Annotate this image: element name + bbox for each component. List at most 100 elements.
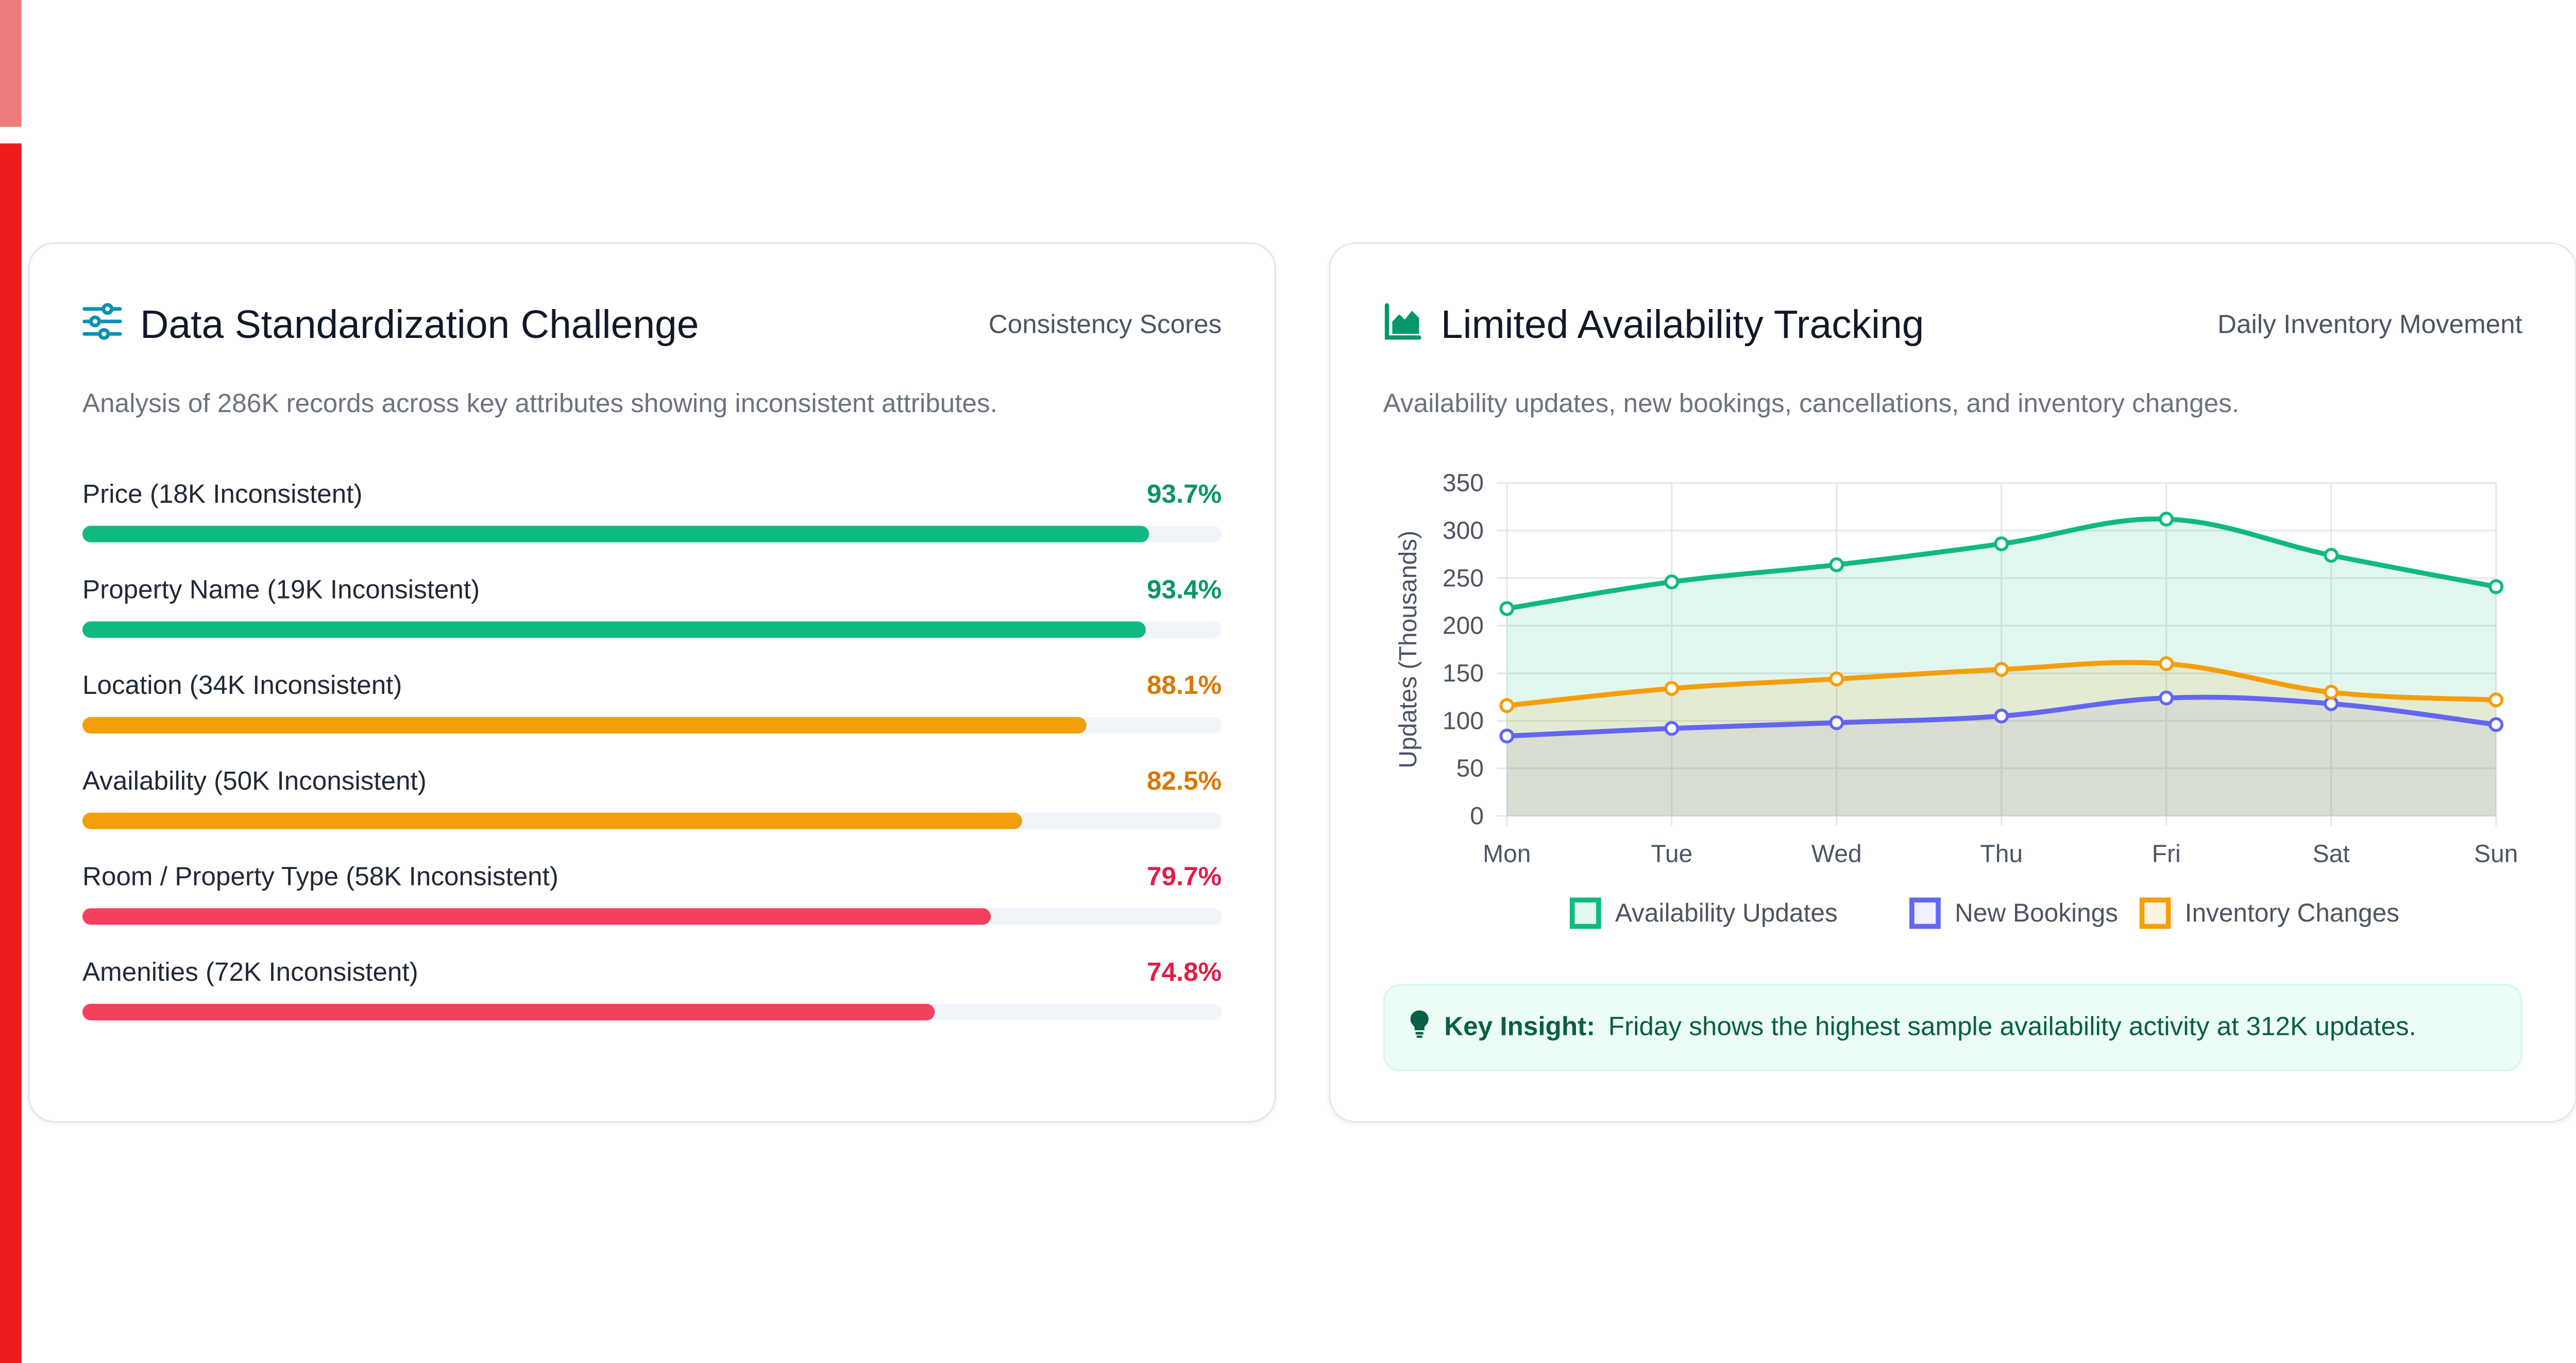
metric-label: Availability (50K Inconsistent) [82,768,427,796]
metric-label: Location (34K Inconsistent) [82,672,402,701]
accent-bar-top [0,0,22,127]
card-title-group: Limited Availability Tracking [1382,299,1924,354]
data-point [2488,692,2504,708]
y-tick-label: 350 [1443,470,1484,497]
y-tick-label: 50 [1456,755,1484,782]
metric-label: Price (18K Inconsistent) [82,481,363,509]
data-point [2324,548,2339,563]
data-point [1829,715,1844,730]
metric-label: Room / Property Type (58K Inconsistent) [82,863,558,892]
metric-label: Property Name (19K Inconsistent) [82,577,480,605]
metric-value: 79.7% [1147,863,1222,892]
metric-track [82,812,1222,829]
data-point [2159,512,2174,527]
metric-value: 93.4% [1147,577,1222,605]
legend-swatch [1569,897,1601,929]
card-meta: Daily Inventory Movement [2217,311,2522,340]
data-point [1664,574,1680,590]
legend-label: Availability Updates [1615,898,1838,927]
metric-track [82,525,1222,542]
data-point [1829,557,1844,572]
data-point [1994,708,2009,724]
metric-fill [82,525,1150,542]
metric-row: Room / Property Type (58K Inconsistent) 7… [82,860,1222,896]
metric-row: Location (34K Inconsistent) 88.1% [82,669,1222,705]
metric-track [82,717,1222,734]
metrics-list: Price (18K Inconsistent) 93.7% Property Na… [82,478,1222,1052]
card-subtitle: Availability updates, new bookings, canc… [1383,390,2240,419]
data-point [1829,671,1844,687]
metric-item: Price (18K Inconsistent) 93.7% [82,478,1222,574]
x-tick-label: Tue [1651,841,1692,868]
x-tick-label: Sun [2474,841,2518,868]
data-point [2159,690,2174,706]
data-point [1994,662,2009,677]
data-point [1664,681,1680,696]
legend-label: New Bookings [1955,898,2118,927]
data-point [2159,656,2174,671]
y-tick-label: 250 [1443,565,1484,592]
metric-row: Price (18K Inconsistent) 93.7% [82,478,1222,514]
card-title: Limited Availability Tracking [1440,303,1924,348]
y-tick-label: 0 [1470,803,1484,830]
data-point [2488,717,2504,732]
metric-value: 82.5% [1147,768,1222,796]
metric-fill [82,717,1087,734]
metric-item: Property Name (19K Inconsistent) 93.4% [82,574,1222,670]
data-point [1994,536,2009,552]
metric-fill [82,621,1147,638]
x-tick-label: Sat [2313,841,2350,868]
metric-label: Amenities (72K Inconsistent) [82,959,418,987]
metric-track [82,621,1222,638]
availability-card: Limited Availability Tracking Daily Inve… [1329,242,2576,1123]
metric-item: Amenities (72K Inconsistent) 74.8% [82,956,1222,1052]
insight-text: Friday shows the highest sample availabi… [1608,1013,2416,1041]
card-subtitle: Analysis of 286K records across key attr… [82,390,997,419]
metric-item: Location (34K Inconsistent) 88.1% [82,669,1222,765]
y-tick-label: 100 [1443,707,1484,735]
metric-value: 74.8% [1147,959,1222,987]
x-tick-label: Thu [1980,841,2023,868]
card-header: Data Standardization Challenge Consisten… [81,300,1222,352]
accent-bar-left [0,143,22,1363]
metric-row: Availability (50K Inconsistent) 82.5% [82,765,1222,801]
data-point [1664,721,1680,736]
data-point [2324,685,2339,700]
data-point [1499,601,1515,616]
card-title: Data Standardization Challenge [140,303,699,348]
metric-row: Amenities (72K Inconsistent) 74.8% [82,956,1222,992]
metric-track [82,1003,1222,1020]
data-point [1499,728,1515,744]
sliders-icon [81,299,124,354]
metric-item: Room / Property Type (58K Inconsistent) 7… [82,860,1222,956]
standardization-card: Data Standardization Challenge Consisten… [28,242,1276,1123]
x-tick-label: Wed [1811,841,1862,868]
y-tick-label: 150 [1443,660,1484,687]
lightbulb-icon [1408,1009,1431,1047]
metric-item: Availability (50K Inconsistent) 82.5% [82,765,1222,861]
y-axis-label: Updates (Thousands) [1395,531,1422,769]
metric-row: Property Name (19K Inconsistent) 93.4% [82,574,1222,610]
metric-value: 93.7% [1147,481,1222,509]
legend-swatch [1909,897,1941,929]
card-header: Limited Availability Tracking Daily Inve… [1382,300,2522,352]
legend-label: Inventory Changes [2185,898,2399,927]
data-point [2488,579,2504,594]
metric-fill [82,908,991,925]
key-insight: Key Insight: Friday shows the highest sa… [1383,984,2522,1071]
card-meta: Consistency Scores [988,311,1222,340]
availability-chart: 0 50 100 150 200 250 300 350 Mon Tue Wed Thu Fri Sat S… [1395,470,2518,929]
legend-swatch [2139,897,2171,929]
metric-fill [82,1003,935,1020]
x-tick-label: Mon [1483,841,1531,868]
metric-value: 88.1% [1147,672,1222,701]
metric-fill [82,812,1023,829]
insight-label: Key Insight: [1444,1013,1596,1041]
y-tick-label: 200 [1443,612,1484,640]
y-tick-label: 300 [1443,517,1484,544]
area-chart-icon [1382,299,1425,354]
card-title-group: Data Standardization Challenge [81,299,699,354]
metric-track [82,908,1222,925]
x-tick-label: Fri [2152,841,2181,868]
